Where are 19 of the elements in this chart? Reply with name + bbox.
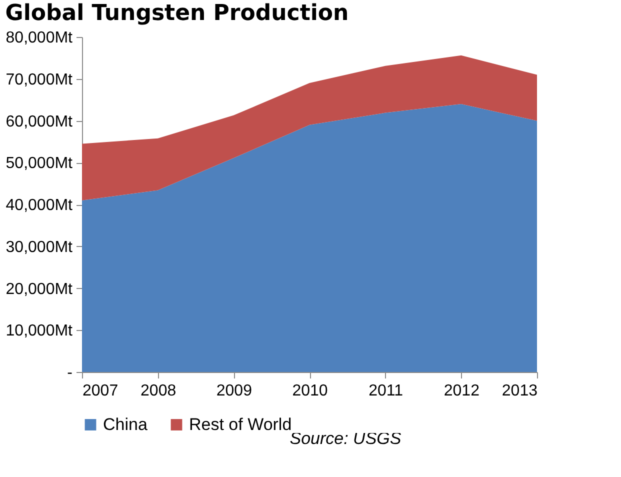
x-tick-label: 2008 (140, 382, 176, 400)
y-tick-label: 20,000Mt (6, 280, 74, 298)
y-tick-label: 70,000Mt (6, 71, 74, 88)
y-tick-label: 60,000Mt (6, 113, 74, 130)
legend-label: China (103, 414, 148, 434)
y-tick-label: 30,000Mt (6, 238, 74, 256)
y-tick-label: - (67, 364, 72, 382)
y-tick-label: 50,000Mt (6, 155, 74, 172)
y-tick-label: 10,000Mt (6, 322, 74, 340)
x-tick-label: 2012 (444, 382, 480, 400)
x-tick-label: 2010 (292, 382, 328, 400)
x-tick-label: 2011 (368, 382, 404, 400)
chart-title: Global Tungsten Production (5, 1, 349, 26)
y-tick-label: 40,000Mt (6, 197, 74, 214)
y-tick-label: 80,000Mt (6, 30, 74, 46)
legend-label: Rest of World (189, 414, 292, 434)
x-tick-label: 2009 (216, 382, 252, 400)
x-tick-label: 2013 (502, 382, 538, 400)
x-tick-label: 2007 (82, 382, 118, 400)
